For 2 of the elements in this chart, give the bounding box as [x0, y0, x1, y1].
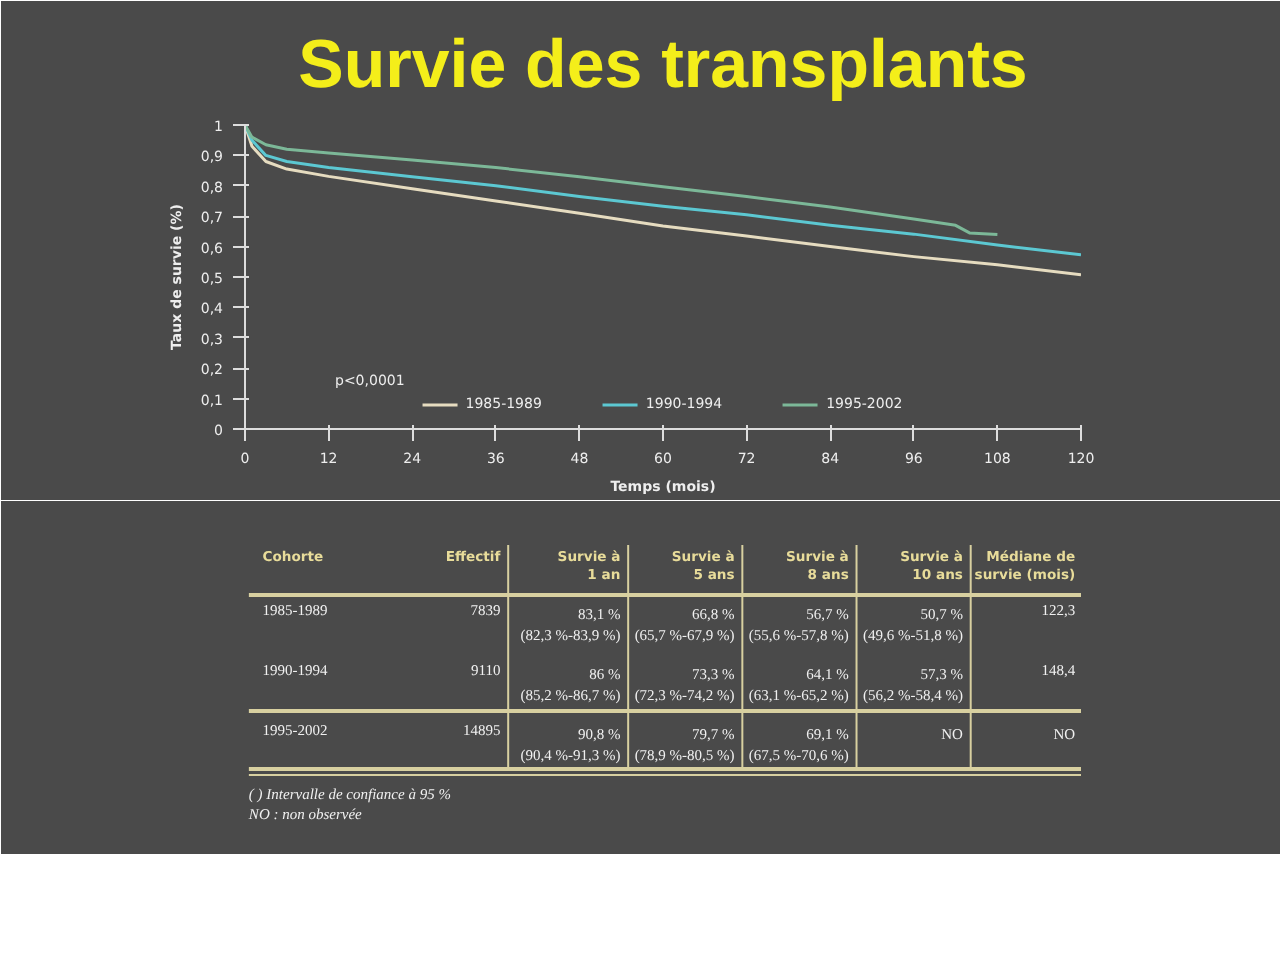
- chart-title: Survie des transplants: [298, 27, 1028, 103]
- line-series: [245, 125, 999, 236]
